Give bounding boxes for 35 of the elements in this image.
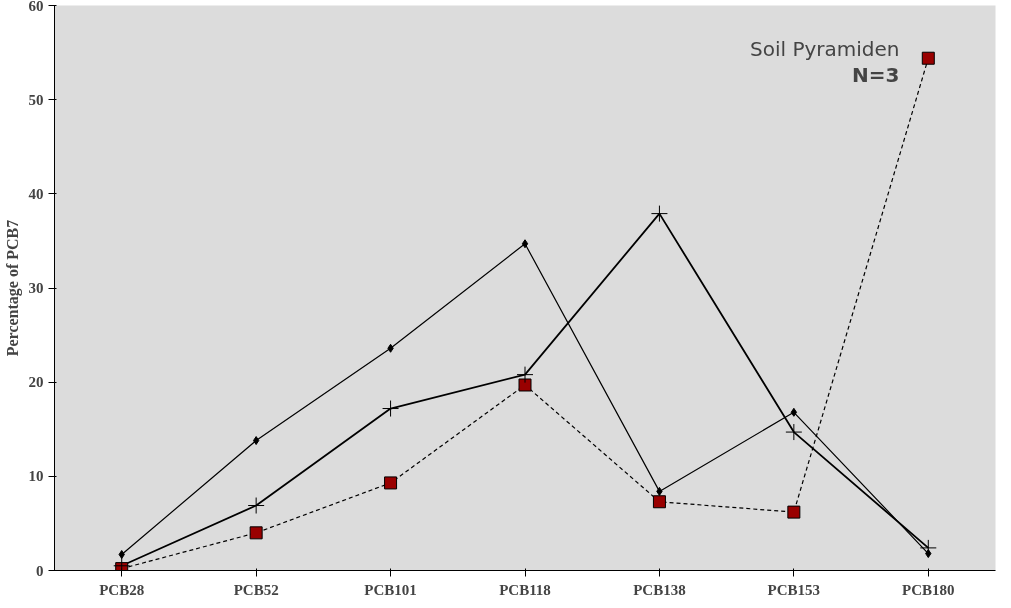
point [925, 549, 932, 559]
x-tick-label: PCB118 [499, 581, 551, 598]
point [382, 400, 400, 418]
point [252, 436, 260, 446]
y-tick-label: 40 [28, 185, 44, 202]
point [249, 526, 263, 540]
x-tick-label: PCB28 [99, 581, 145, 598]
point [518, 378, 532, 392]
point [521, 239, 529, 249]
y-axis-title: Percentage of PCB7 [3, 219, 22, 357]
y-tick-label: 20 [28, 374, 44, 391]
point [921, 51, 935, 65]
point [787, 505, 801, 519]
x-tick-label: PCB101 [364, 581, 417, 598]
x-tick-label: PCB52 [233, 581, 279, 598]
point [650, 205, 668, 223]
point [516, 366, 534, 384]
point [790, 407, 798, 417]
y-tick-label: 10 [28, 468, 44, 485]
point [652, 495, 666, 509]
point [656, 486, 663, 496]
point [384, 476, 398, 490]
annotation: Soil Pyramiden [750, 36, 900, 61]
point [118, 549, 125, 559]
point [785, 423, 803, 441]
annotation: N=3 [852, 62, 900, 87]
point [387, 343, 394, 353]
y-tick-label: 30 [28, 280, 44, 296]
x-tick-label: PCB138 [633, 581, 686, 598]
x-tick-label: PCB180 [902, 581, 955, 598]
y-tick-label: 0 [36, 562, 44, 579]
point [247, 497, 265, 515]
y-tick-label: 60 [28, 0, 44, 14]
x-tick-label: PCB153 [767, 581, 821, 598]
y-tick-label: 50 [28, 91, 44, 108]
